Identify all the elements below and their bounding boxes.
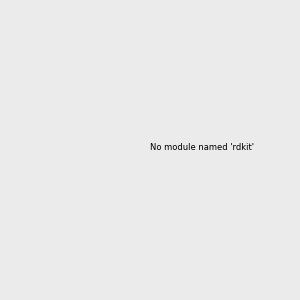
Text: No module named 'rdkit': No module named 'rdkit' (150, 143, 254, 152)
